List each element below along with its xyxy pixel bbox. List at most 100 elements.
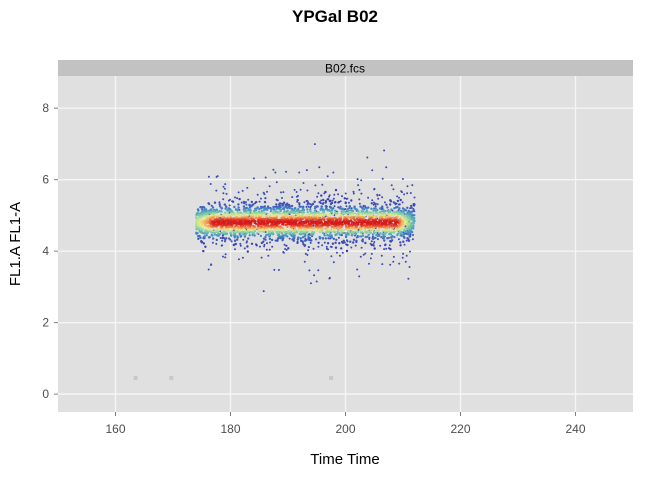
- data-point: [413, 220, 416, 223]
- data-point: [370, 252, 373, 255]
- data-point: [225, 192, 228, 195]
- data-point: [352, 230, 355, 234]
- data-point: [323, 241, 326, 244]
- data-point: [275, 207, 279, 210]
- data-point: [383, 231, 387, 234]
- data-point: [260, 209, 263, 213]
- data-point: [217, 221, 221, 224]
- data-points: [133, 143, 416, 380]
- data-point: [306, 211, 309, 214]
- data-point: [221, 239, 224, 242]
- data-point: [290, 221, 294, 224]
- data-point: [219, 237, 222, 239]
- data-point: [274, 171, 277, 174]
- isolated-point: [133, 376, 138, 380]
- data-point: [306, 189, 309, 192]
- data-point: [260, 241, 264, 245]
- data-point: [325, 230, 328, 233]
- data-point: [307, 205, 310, 208]
- data-point: [373, 247, 376, 250]
- data-point: [296, 219, 300, 222]
- data-point: [325, 245, 328, 248]
- data-point: [195, 221, 198, 225]
- data-point: [396, 199, 400, 203]
- data-point: [278, 235, 281, 238]
- data-point: [337, 236, 340, 239]
- data-point: [283, 221, 286, 224]
- data-point: [243, 235, 247, 238]
- data-point: [352, 190, 355, 193]
- data-point: [373, 187, 376, 190]
- data-point: [259, 245, 261, 248]
- data-point: [295, 228, 299, 231]
- data-point: [282, 191, 285, 194]
- data-point: [335, 228, 338, 232]
- data-point: [284, 248, 287, 250]
- data-point: [215, 189, 218, 192]
- data-point: [398, 262, 401, 265]
- data-point: [345, 249, 349, 253]
- data-point: [326, 216, 329, 219]
- data-point: [310, 239, 313, 242]
- data-point: [321, 237, 325, 240]
- data-point: [358, 275, 361, 278]
- data-point: [324, 237, 328, 240]
- data-point: [299, 221, 302, 224]
- data-point: [252, 177, 255, 180]
- data-point: [361, 212, 364, 215]
- data-point: [328, 195, 330, 198]
- data-point: [381, 177, 384, 180]
- data-point: [341, 212, 345, 215]
- data-point: [318, 201, 321, 204]
- data-point: [300, 239, 303, 243]
- data-point: [299, 237, 302, 240]
- data-point: [363, 208, 366, 211]
- data-point: [275, 227, 279, 230]
- data-point: [344, 232, 347, 235]
- data-point: [346, 230, 350, 233]
- data-point: [302, 232, 306, 235]
- data-point: [255, 216, 258, 220]
- data-point: [258, 200, 261, 203]
- data-point: [237, 191, 240, 194]
- data-point: [332, 171, 335, 174]
- data-point: [371, 169, 374, 172]
- data-point: [262, 237, 266, 240]
- data-point: [381, 263, 384, 266]
- data-point: [369, 229, 372, 233]
- data-point: [201, 206, 204, 209]
- data-point: [360, 179, 363, 182]
- data-point: [401, 178, 404, 180]
- data-point: [226, 209, 229, 212]
- data-point: [208, 211, 212, 215]
- data-point: [322, 198, 325, 202]
- data-point: [401, 220, 404, 224]
- data-point: [211, 206, 215, 209]
- data-point: [354, 215, 357, 219]
- data-point: [312, 247, 315, 250]
- data-point: [327, 237, 330, 240]
- data-point: [287, 230, 290, 233]
- data-point: [396, 195, 399, 198]
- data-point: [279, 209, 282, 213]
- data-point: [340, 221, 343, 224]
- data-point: [351, 226, 354, 229]
- data-point: [285, 170, 288, 173]
- data-point: [222, 198, 225, 201]
- data-point: [264, 235, 267, 239]
- data-point: [393, 207, 396, 210]
- data-point: [244, 210, 248, 213]
- data-point: [265, 248, 268, 251]
- data-point: [389, 214, 392, 217]
- data-point: [356, 178, 359, 181]
- data-point: [255, 200, 258, 204]
- data-point: [392, 260, 395, 263]
- data-point: [400, 190, 403, 193]
- data-point: [260, 256, 263, 259]
- data-point: [317, 241, 320, 244]
- data-point: [345, 197, 348, 200]
- data-point: [400, 234, 403, 237]
- data-point: [307, 234, 310, 237]
- data-point: [203, 206, 206, 209]
